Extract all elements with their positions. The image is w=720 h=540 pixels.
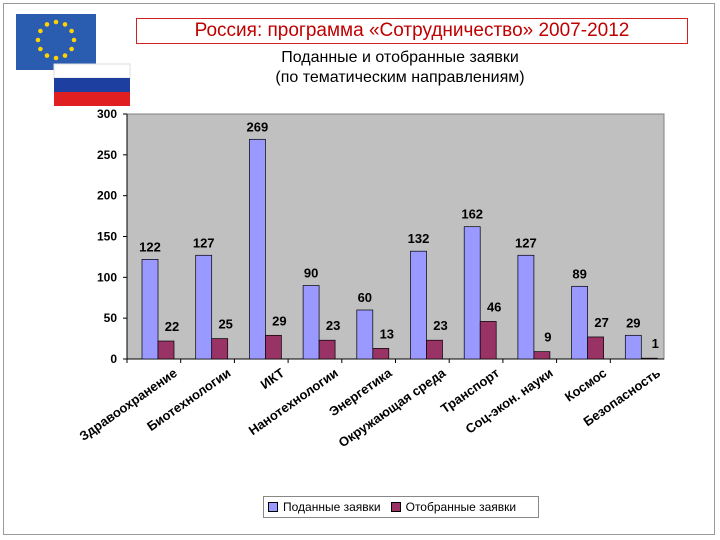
bar-submitted	[141, 259, 159, 360]
data-label-selected: 13	[380, 326, 394, 341]
y-tick-label: 250	[97, 148, 117, 162]
bar-selected	[265, 334, 282, 360]
y-tick-label: 50	[104, 311, 118, 325]
chart-subtitle-line1: Поданные и отобранные заявки	[281, 49, 519, 66]
data-label-selected: 29	[272, 313, 286, 328]
data-label-submitted: 89	[572, 266, 586, 281]
slide-frame	[3, 3, 715, 535]
eu-star	[62, 53, 68, 58]
data-label-submitted: 162	[461, 207, 483, 222]
data-label-selected: 23	[326, 318, 340, 333]
data-label-submitted: 122	[139, 239, 161, 254]
x-category-label: Космос	[562, 365, 609, 404]
eu-star	[62, 22, 68, 27]
bar-selected	[426, 339, 443, 360]
data-label-submitted: 60	[358, 290, 372, 305]
data-label-selected: 27	[594, 315, 608, 330]
russia-flag-blue	[54, 78, 130, 92]
eu-stars	[35, 19, 77, 61]
bar-submitted	[463, 226, 481, 360]
legend-swatch-selected	[390, 502, 401, 512]
x-category-label: ИКТ	[258, 365, 288, 392]
flags	[16, 14, 131, 106]
eu-star	[69, 46, 74, 52]
legend-label-submitted: Поданные заявки	[283, 500, 381, 514]
data-label-submitted: 127	[515, 235, 537, 250]
data-label-submitted: 29	[626, 315, 640, 330]
slide-title: Россия: программа «Сотрудничество» 2007-…	[136, 18, 688, 44]
eu-star	[69, 28, 74, 34]
eu-star	[71, 37, 77, 43]
bar-selected	[211, 338, 229, 360]
bar-submitted	[410, 250, 427, 360]
x-category-label: Здравоохранение	[77, 365, 180, 444]
legend-item-submitted: Поданные заявки	[268, 500, 381, 514]
eu-star	[38, 28, 43, 34]
x-category-label: Нанотехнологии	[246, 365, 341, 438]
data-label-selected: 25	[218, 317, 232, 332]
bar-selected	[372, 348, 390, 360]
eu-star	[44, 53, 50, 58]
chart-subtitle-line2: (по тематическим направлениям)	[275, 69, 525, 86]
bar-submitted	[249, 138, 266, 360]
bar-submitted	[302, 285, 320, 360]
bar-submitted	[517, 254, 535, 360]
y-tick-label: 150	[97, 230, 117, 244]
bar-selected	[533, 351, 551, 360]
data-label-submitted: 132	[408, 231, 430, 246]
bar-selected	[157, 340, 175, 360]
russia-flag-red	[54, 92, 130, 106]
eu-star	[35, 37, 41, 43]
chart-subtitle: Поданные и отобранные заявки (по тематич…	[180, 48, 620, 88]
legend-item-selected: Отобранные заявки	[390, 500, 517, 514]
bar-submitted	[624, 334, 642, 360]
y-tick-label: 100	[97, 270, 117, 284]
data-label-selected: 22	[165, 319, 179, 334]
eu-star	[53, 19, 59, 25]
bar-submitted	[195, 254, 213, 360]
y-tick-label: 200	[97, 189, 117, 203]
data-label-selected: 9	[544, 330, 551, 345]
y-tick-label: 0	[110, 352, 117, 366]
data-label-submitted: 269	[247, 119, 269, 134]
legend: Поданные заявки Отобранные заявки	[263, 496, 539, 518]
bar-submitted	[356, 309, 374, 360]
data-label-selected: 23	[433, 318, 447, 333]
bar-selected	[318, 339, 336, 360]
bar-selected	[479, 321, 497, 360]
y-tick-label: 300	[97, 107, 117, 121]
data-label-submitted: 90	[304, 266, 318, 281]
bar-selected	[587, 336, 604, 360]
legend-swatch-submitted	[268, 502, 278, 512]
eu-star	[44, 22, 50, 27]
data-label-submitted: 127	[193, 235, 215, 250]
data-label-selected: 1	[652, 336, 659, 351]
eu-star	[53, 55, 59, 61]
bar-selected	[640, 357, 658, 360]
legend-label-selected: Отобранные заявки	[405, 500, 517, 514]
data-label-selected: 46	[487, 299, 501, 314]
bar-submitted	[571, 285, 588, 360]
eu-star	[38, 46, 43, 52]
